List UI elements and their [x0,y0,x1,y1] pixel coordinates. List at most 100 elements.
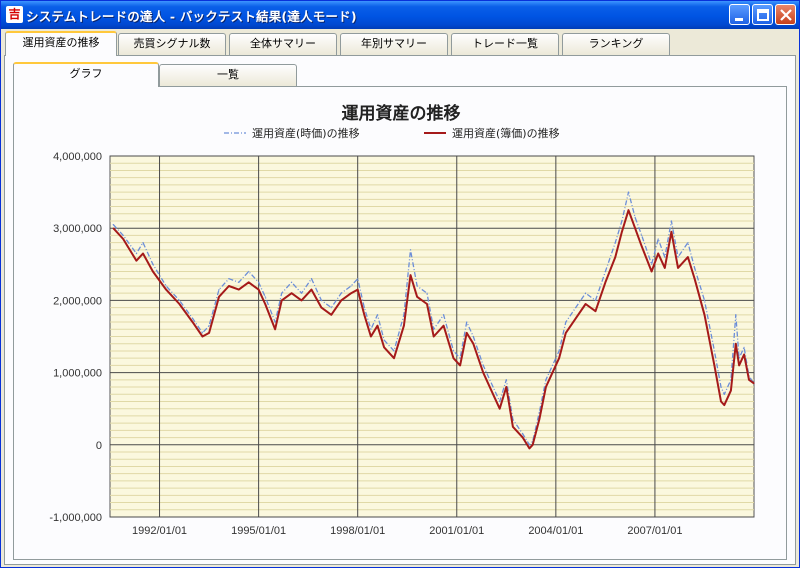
data-point [735,314,737,316]
data-point [720,400,722,403]
data-point [258,288,260,291]
tab-yearly-summary[interactable]: 年別サマリー [340,33,448,55]
x-tick-label: 1992/01/01 [132,525,187,537]
data-point [703,299,706,301]
subtab-graph[interactable]: グラフ [13,62,159,87]
data-point [670,220,673,222]
tab-trade-list[interactable]: トレード一覧 [451,33,559,55]
data-point [201,335,204,338]
tab-trade-signals[interactable]: 売買シグナル数 [118,33,226,55]
data-point [703,314,706,316]
data-point [363,307,365,309]
minimize-button[interactable] [729,4,750,25]
data-point [310,288,313,291]
data-point [112,223,114,226]
close-button[interactable] [775,4,796,25]
data-point [142,242,144,244]
data-point [208,325,210,327]
data-point [594,310,597,312]
data-point [512,426,514,428]
data-point [538,411,540,413]
data-point [393,350,395,352]
data-point [459,357,461,359]
data-point [320,307,322,309]
data-point [621,220,623,222]
data-point [528,447,531,450]
data-point [135,252,138,255]
data-point [300,292,303,294]
data-point [403,314,405,316]
data-point [238,281,240,283]
data-point [274,321,276,323]
data-point [442,314,445,316]
title-bar[interactable]: 吉 システムトレードの達人 - バックテスト結果(達人モード) [1,1,799,29]
data-point [320,299,322,301]
data-point [499,400,501,403]
data-point [575,317,577,320]
data-point [584,292,587,294]
data-point [281,299,283,301]
data-point [274,328,276,330]
data-point [532,444,534,446]
data-point [641,234,643,237]
x-tick-label: 2004/01/01 [528,525,583,537]
y-tick-label: 4,000,000 [53,151,102,163]
data-point [228,278,230,280]
data-point [664,267,666,269]
data-point [218,296,220,298]
data-point [472,335,474,338]
legend-label: 運用資産(時価)の推移 [252,126,360,140]
data-point [677,256,679,258]
data-point [383,339,385,341]
data-point [165,285,167,287]
data-point [403,325,405,327]
data-point [218,288,220,291]
data-point [291,292,293,294]
data-point [634,216,636,218]
data-point [558,357,560,359]
data-point [122,238,124,240]
close-icon [780,9,792,21]
data-point [442,325,445,327]
data-point [370,328,372,330]
data-point [340,292,342,294]
data-point [670,231,673,233]
data-point [614,256,616,258]
tab-ranking[interactable]: ランキング [562,33,670,55]
tab-asset-trend[interactable]: 運用資産の推移 [5,31,117,56]
data-point [258,281,260,283]
data-point [383,346,385,348]
data-point [191,317,194,320]
data-point [693,278,696,280]
subtab-list[interactable]: 一覧 [159,64,297,86]
app-icon: 吉 [6,6,23,23]
data-point [565,321,567,323]
data-point [122,234,124,237]
data-point [614,242,616,244]
maximize-button[interactable] [752,4,773,25]
data-point [409,249,412,251]
series-line-book-value [112,209,755,450]
data-point [178,299,180,301]
data-point [738,364,740,366]
window-title: システムトレードの達人 - バックテスト結果(達人モード) [26,9,357,24]
data-point [522,436,524,439]
data-point [165,288,167,291]
data-point [735,343,737,345]
data-point [505,379,507,381]
data-point [657,238,659,240]
tab-overall-summary[interactable]: 全体サマリー [229,33,337,55]
data-point [330,307,332,309]
data-point [340,299,342,301]
maximize-icon [757,9,769,21]
asset-trend-chart: 4,000,000 3,000,000 2,000,000 1,000,000 0 -1,… [49,126,755,537]
data-point [152,270,154,273]
data-point [499,408,501,410]
data-point [433,335,435,338]
data-point [310,278,313,280]
data-point [723,404,725,406]
main-tabs: 運用資産の推移 売買シグナル数 全体サマリー 年別サマリー トレード一覧 ランキ… [1,31,799,56]
data-point [651,263,653,265]
data-point [135,260,138,262]
data-point [492,386,494,388]
